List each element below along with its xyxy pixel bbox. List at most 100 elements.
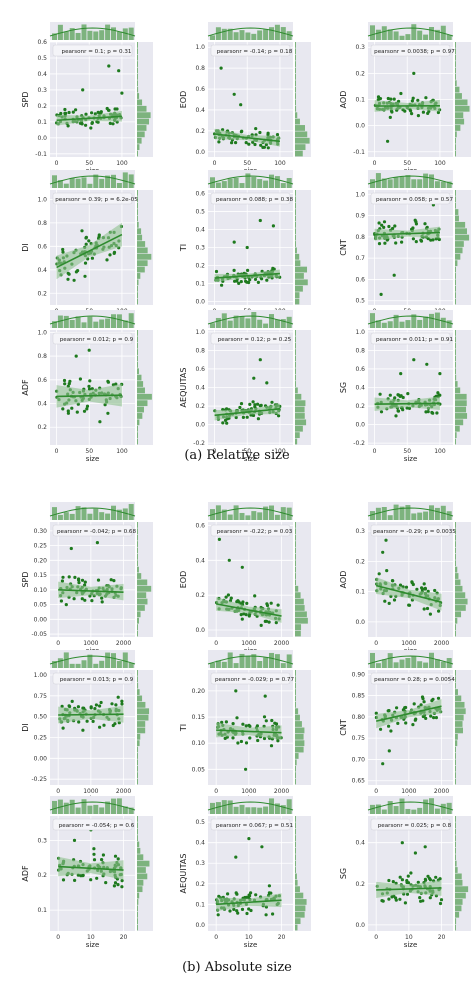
right-hist-bar [137, 585, 152, 592]
top-hist-bar [405, 320, 411, 328]
y-tick-label: 0.4 [37, 401, 47, 408]
y-axis-label: SPD [21, 571, 30, 587]
x-tick-label: 0 [214, 640, 218, 647]
top-hist-bar [274, 24, 280, 40]
x-tick-label: 100 [116, 448, 128, 455]
right-hist-bar [137, 406, 144, 413]
top-kde-line [207, 801, 294, 811]
data-point [66, 277, 70, 281]
plot-area [368, 190, 453, 305]
right-hist-bar [295, 924, 298, 931]
right-hist-bar [295, 617, 308, 624]
legend-box [52, 332, 133, 345]
top-hist-bar [370, 25, 375, 40]
right-hist-bar [137, 879, 144, 886]
data-point [276, 739, 280, 743]
data-point [113, 722, 117, 726]
right-hist-bar [295, 624, 302, 631]
data-point [245, 245, 249, 250]
right-hist-bar [455, 822, 456, 829]
data-point [100, 858, 104, 862]
right-hist-bar [137, 67, 138, 74]
data-point [387, 749, 391, 753]
data-point [434, 716, 438, 720]
right-hist-bar [137, 425, 138, 432]
data-point [424, 96, 428, 100]
top-hist-bar [245, 32, 251, 40]
data-point [382, 220, 387, 224]
data-point [115, 107, 119, 111]
right-hist-bar [455, 911, 460, 918]
right-hist-bar [137, 86, 139, 93]
x-tick-label: 0 [56, 934, 60, 941]
data-point [223, 418, 228, 422]
right-hist-bar [455, 772, 456, 779]
top-kde-line [367, 315, 454, 325]
data-point [381, 762, 385, 766]
top-hist-bar [399, 35, 405, 40]
right-hist-bar [455, 695, 462, 702]
top-hist-bar [393, 177, 399, 188]
data-point [113, 854, 118, 858]
data-point [63, 107, 67, 112]
data-point [434, 875, 438, 879]
x-axis-label: size [244, 941, 258, 949]
data-point [414, 222, 418, 226]
y-tick-label: 0.20 [34, 557, 48, 564]
data-point [386, 96, 390, 101]
right-hist-bar [295, 99, 296, 106]
y-tick-label: 0.4 [37, 267, 47, 274]
right-hist-bar [455, 234, 470, 241]
right-hist-bar [295, 260, 301, 267]
top-hist-bar [63, 183, 69, 188]
right-hist-bar [137, 144, 140, 151]
data-point [96, 120, 100, 124]
y-tick-label: -0.25 [31, 776, 47, 783]
right-hist-bar [455, 215, 459, 222]
top-hist-bar [105, 652, 111, 668]
subplot-a-aod: pearsonr = 0.0038; p = 0.97 -0.1 0.0 0.1 0.2… [339, 22, 471, 175]
legend-text: pearsonr = 0.067; p = 0.51 [216, 823, 294, 829]
x-tick-label: 1000 [401, 788, 416, 795]
top-hist-bar [116, 182, 122, 188]
data-point [74, 270, 78, 274]
right-hist-bar [295, 247, 297, 254]
top-hist-bar [423, 662, 429, 668]
top-hist-bar [387, 515, 393, 520]
y-tick-label: 0.4 [195, 227, 205, 234]
data-point [396, 409, 400, 413]
y-tick-label: 0.3 [355, 44, 365, 51]
legend-text: pearsonr = 0.1; p = 0.31 [62, 49, 132, 55]
top-hist-bar [122, 508, 128, 520]
top-hist-bar [93, 321, 99, 328]
y-tick-label: -0.2 [353, 440, 365, 447]
top-hist-bar [99, 319, 105, 328]
data-point [276, 603, 280, 607]
y-tick-label: 0.6 [37, 39, 47, 46]
top-hist-bar [93, 508, 99, 520]
top-hist-bar [69, 663, 75, 668]
top-hist-bar [393, 806, 399, 814]
data-point [274, 621, 278, 625]
right-hist-bar [295, 209, 296, 215]
y-axis-label: DI [21, 243, 30, 252]
data-point [241, 600, 245, 604]
top-hist-bar [52, 507, 57, 520]
right-hist-bar [137, 701, 146, 708]
right-hist-bar [455, 899, 463, 905]
y-axis-label: AEQUITAS [179, 854, 188, 894]
data-point [82, 409, 87, 413]
right-hist-bar [455, 112, 464, 119]
y-axis-label: SPD [21, 91, 30, 107]
right-hist-bar [137, 892, 140, 899]
data-point [114, 382, 118, 386]
data-point [399, 372, 403, 376]
data-point [83, 580, 87, 584]
right-hist-bar [455, 48, 456, 55]
legend-text: pearsonr = 0.12; p = 0.25 [218, 337, 292, 343]
right-hist-bar [137, 579, 148, 586]
data-point [113, 881, 118, 885]
right-hist-bar [137, 560, 138, 567]
top-hist-bar [429, 174, 434, 188]
right-hist-bar [455, 740, 458, 747]
